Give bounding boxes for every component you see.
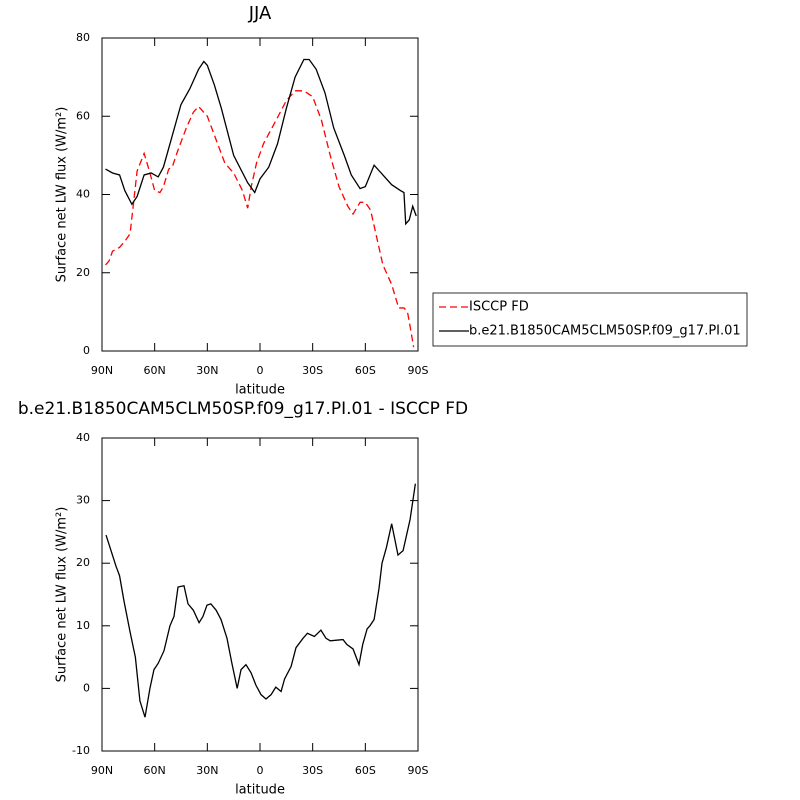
x-tick-label: 30N: [196, 364, 218, 377]
x-tick-label: 90S: [408, 764, 429, 777]
x-tick-label: 60S: [355, 364, 376, 377]
y-axis-label: Surface net LW flux (W/m²): [55, 107, 70, 283]
y-tick-label: 40: [76, 188, 90, 201]
x-tick-label: 90N: [91, 364, 113, 377]
x-tick-label: 30S: [302, 364, 323, 377]
x-tick-label: 60S: [355, 764, 376, 777]
y-tick-label: 80: [76, 31, 90, 44]
x-axis-label: latitude: [235, 383, 285, 398]
legend-label: b.e21.B1850CAM5CLM50SP.f09_g17.PI.01: [469, 324, 741, 339]
y-tick-label: 40: [76, 431, 90, 444]
data-line: [105, 90, 415, 348]
chart-title: JJA: [248, 3, 272, 24]
plot-frame: [101, 37, 419, 352]
y-tick-label: 0: [83, 344, 90, 357]
x-tick-label: 60N: [144, 364, 166, 377]
chart-title: b.e21.B1850CAM5CLM50SP.f09_g17.PI.01 - I…: [18, 399, 468, 419]
x-tick-label: 0: [257, 764, 264, 777]
y-axis-label: Surface net LW flux (W/m²): [55, 507, 70, 683]
x-axis-label: latitude: [235, 783, 285, 798]
y-tick-label: -10: [72, 744, 90, 757]
data-line: [105, 58, 417, 226]
y-tick-label: 0: [83, 681, 90, 694]
y-tick-label: 30: [76, 494, 90, 507]
x-tick-label: 90S: [408, 364, 429, 377]
x-tick-label: 90N: [91, 764, 113, 777]
x-tick-label: 60N: [144, 764, 166, 777]
legend-label: ISCCP FD: [469, 300, 529, 315]
plot-frame: [101, 437, 419, 752]
x-tick-label: 30S: [302, 764, 323, 777]
y-tick-label: 20: [76, 266, 90, 279]
legend-box: [432, 292, 748, 347]
y-tick-label: 10: [76, 619, 90, 632]
y-tick-label: 20: [76, 556, 90, 569]
x-tick-label: 0: [257, 364, 264, 377]
x-tick-label: 30N: [196, 764, 218, 777]
y-tick-label: 60: [76, 109, 90, 122]
data-line: [105, 483, 417, 718]
